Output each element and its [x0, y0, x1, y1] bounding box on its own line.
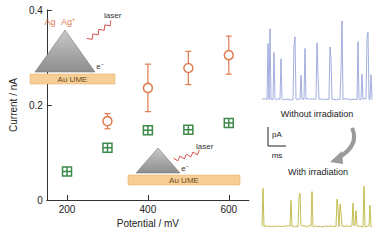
svg-text:Ag⁺: Ag⁺	[61, 17, 75, 27]
svg-text:200: 200	[59, 204, 76, 215]
svg-text:Potential / mV: Potential / mV	[117, 218, 180, 229]
svg-text:0: 0	[37, 195, 43, 206]
svg-text:400: 400	[140, 204, 157, 215]
svg-text:600: 600	[220, 204, 237, 215]
svg-text:e⁻: e⁻	[181, 164, 188, 173]
svg-text:Au UME: Au UME	[169, 176, 199, 185]
svg-text:0.4: 0.4	[29, 5, 43, 16]
svg-text:pA: pA	[272, 130, 282, 139]
svg-text:Current / nA: Current / nA	[8, 78, 19, 132]
svg-text:laser: laser	[104, 11, 122, 20]
svg-text:Without irradiation: Without irradiation	[281, 109, 354, 119]
svg-text:e⁻: e⁻	[96, 62, 103, 71]
svg-text:ms: ms	[272, 151, 283, 160]
svg-text:Ag: Ag	[44, 17, 55, 27]
svg-text:Au UME: Au UME	[58, 75, 88, 84]
svg-text:0.2: 0.2	[29, 100, 43, 111]
svg-text:laser: laser	[196, 142, 214, 151]
svg-text:With irradiation: With irradiation	[288, 167, 348, 177]
